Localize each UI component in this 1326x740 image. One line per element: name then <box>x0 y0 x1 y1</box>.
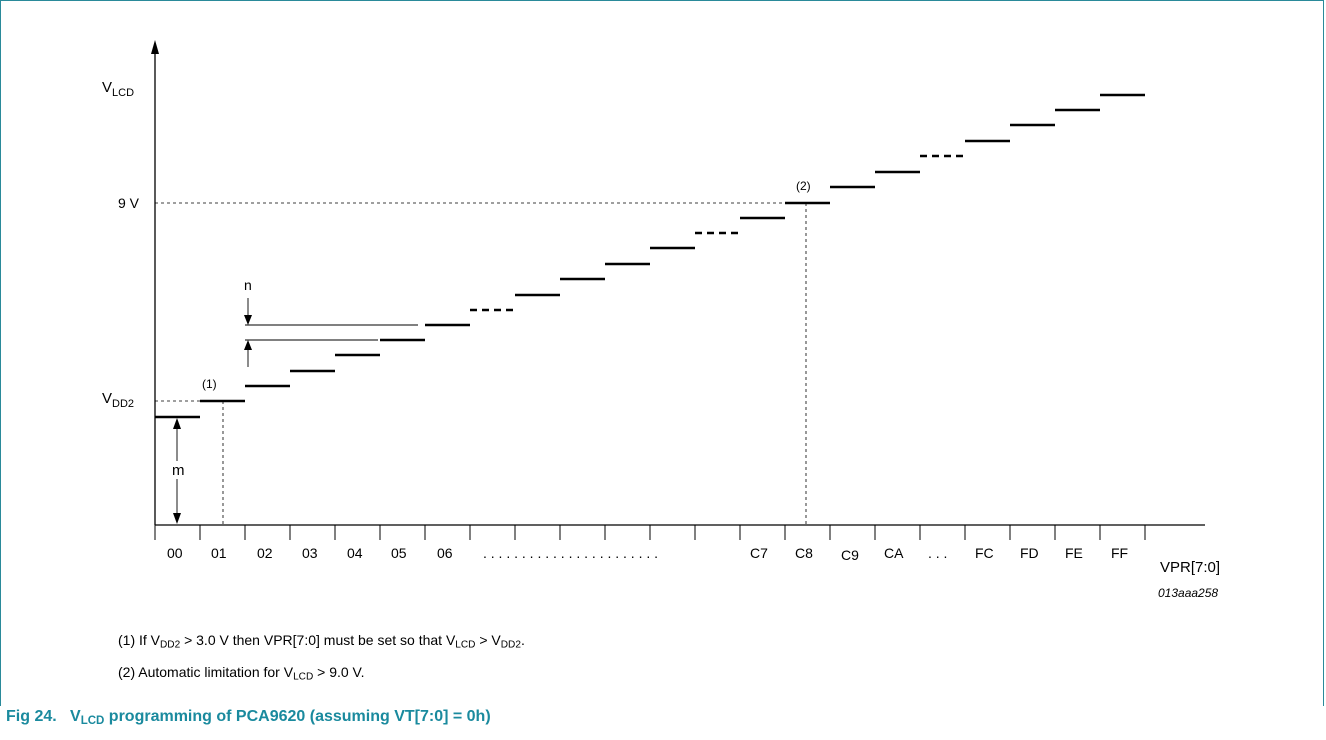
x-tick-label: FD <box>1020 545 1039 561</box>
x-tick-ellipsis-long: . . . . . . . . . . . . . . . . . . . . … <box>483 545 658 561</box>
figure-id: 013aaa258 <box>1158 586 1218 600</box>
guide-lines <box>155 202 807 524</box>
note-1: (1) If VDD2 > 3.0 V then VPR[7:0] must b… <box>118 632 525 651</box>
figure-frame <box>0 0 1324 706</box>
y-level-vdd2-label: VDD2 <box>102 390 134 410</box>
x-axis-ticks <box>154 525 1146 540</box>
x-tick-label: FC <box>975 545 994 561</box>
x-tick-label: 03 <box>302 545 318 561</box>
figure-caption: Fig 24. VLCD programming of PCA9620 (ass… <box>6 708 491 727</box>
staircase-steps <box>155 93 1145 419</box>
m-label: m <box>172 462 185 479</box>
vlcd-programming-diagram: VLCD VDD2 9 V <box>102 40 1220 600</box>
note1-ref-marker: (1) <box>202 377 217 391</box>
x-tick-label: C9 <box>841 547 859 563</box>
y-level-9v-label: 9 V <box>118 195 140 211</box>
n-step-annotation <box>245 298 418 367</box>
y-axis-arrow-icon <box>151 40 159 54</box>
x-tick-label: CA <box>884 545 904 561</box>
m-arrow-up-icon <box>173 418 181 429</box>
x-tick-label: 02 <box>257 545 273 561</box>
x-tick-label: FE <box>1065 545 1083 561</box>
x-tick-label: 04 <box>347 545 363 561</box>
note-2: (2) Automatic limitation for VLCD > 9.0 … <box>118 664 365 683</box>
n-arrow-down-icon <box>244 315 252 325</box>
staircase-gap-dashes <box>470 154 965 312</box>
m-arrow-down-icon <box>173 513 181 524</box>
x-tick-ellipsis-short: . . . <box>928 545 947 561</box>
x-axis-label: VPR[7:0] <box>1160 559 1220 576</box>
x-tick-label: 06 <box>437 545 453 561</box>
y-axis-label: VLCD <box>102 79 134 99</box>
x-tick-label: 00 <box>167 545 183 561</box>
x-tick-label: 05 <box>391 545 407 561</box>
x-tick-label: C7 <box>750 545 768 561</box>
n-label: n <box>244 277 252 293</box>
x-tick-labels: 00 01 02 03 04 05 06 . . . . . . . . . .… <box>167 545 1128 563</box>
x-tick-label: FF <box>1111 545 1128 561</box>
note2-ref-marker: (2) <box>796 179 811 193</box>
x-tick-label: C8 <box>795 545 813 561</box>
x-tick-label: 01 <box>211 545 227 561</box>
n-arrow-up-icon <box>244 340 252 350</box>
